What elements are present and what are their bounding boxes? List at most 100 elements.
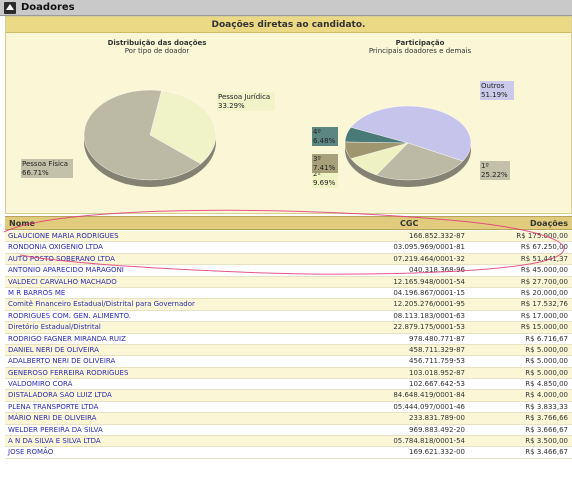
pie-0-label-1: Pessoa Física: [22, 160, 68, 168]
donor-name-link[interactable]: RODRIGO FAGNER MIRANDA RUIZ: [8, 334, 126, 343]
donor-name-link[interactable]: ADALBERTO NERI DE OLIVEIRA: [8, 357, 116, 366]
donor-name-link[interactable]: VALDOMIRO CORÁ: [8, 380, 73, 389]
donor-name-link[interactable]: MÁRIO NERI DE OLIVEIRA: [8, 414, 97, 423]
table-row[interactable]: WELDER PEREIRA DA SILVA 969.883.492-20 R$ …: [5, 424, 572, 437]
table-row[interactable]: MÁRIO NERI DE OLIVEIRA 233.831.789-00 R$ 3…: [5, 413, 572, 425]
pie-1-slice-0: [350, 105, 472, 162]
donor-name-link[interactable]: DANIEL NERI DE OLIVEIRA: [8, 345, 99, 354]
table-row[interactable]: VALDECI CARVALHO MACHADO 12.165.948/0001-…: [5, 276, 572, 288]
donor-value: R$ 3.500,00: [525, 437, 568, 446]
donor-cgc: 12.165.948/0001-54: [393, 277, 465, 286]
donor-value: R$ 3.766,66: [525, 414, 568, 423]
donor-name-link[interactable]: RODRIGUES COM. GEN. ALIMENTO.: [8, 311, 131, 320]
donor-value: R$ 5.000,00: [525, 345, 568, 354]
donor-name-link[interactable]: GLAUCIONE MARIA RODRIGUES: [8, 232, 119, 240]
donor-name-link[interactable]: M R BARROS ME: [8, 288, 66, 297]
table-row[interactable]: ADALBERTO NERI DE OLIVEIRA 456.711.759-53…: [5, 356, 572, 368]
donor-value: R$ 3.833,33: [525, 402, 568, 411]
donor-cgc: 22.879.175/0001-53: [393, 323, 465, 332]
donor-value: R$ 27.700,00: [520, 277, 568, 286]
donor-name-link[interactable]: A N DA SILVA E SILVA LTDA: [8, 437, 101, 446]
table-row[interactable]: GLAUCIONE MARIA RODRIGUES 166.852.332-87 R…: [5, 231, 572, 243]
collapse-up-button[interactable]: [4, 2, 16, 14]
donor-cgc: 458.711.329-87: [409, 345, 465, 354]
pie-0-label-bg-1: [21, 159, 73, 178]
pie-1-value-0: 51.19%: [481, 91, 508, 99]
pie-1-value-2: 9.69%: [313, 179, 336, 187]
table-header: Nome CGC Doações: [5, 216, 572, 230]
pie-1-label-bg-1: [480, 161, 510, 180]
table-row[interactable]: JOSE ROMÃO 169.621.332-00 R$ 3.466,67: [5, 447, 572, 459]
donor-cgc: 040.318.368-96: [409, 266, 465, 275]
donor-value: R$ 6.716,67: [525, 334, 568, 343]
pie-1-slice-1: [376, 142, 464, 181]
table-row[interactable]: ANTONIO APARECIDO MARAGONI 040.318.368-96…: [5, 265, 572, 277]
pie-1-label-0: Outros: [481, 82, 505, 90]
donor-name-link[interactable]: DISTALADORA SAO LUIZ LTDA: [8, 391, 112, 400]
donor-value: R$ 20.000,00: [520, 288, 568, 297]
col-header-cgc[interactable]: CGC: [400, 219, 419, 228]
arrow-up-icon: [6, 4, 14, 10]
table-row[interactable]: GENEROSO FERREIRA RODRIGUES 103.018.952-8…: [5, 367, 572, 380]
donor-name-link[interactable]: PLENA TRANSPORTE LTDA: [8, 402, 99, 411]
pie-1-value-4: 6.48%: [313, 137, 336, 145]
donor-value: R$ 45.000,00: [520, 266, 568, 275]
donor-value: R$ 4.850,00: [525, 380, 568, 389]
panel-title: Doações diretas ao candidato.: [6, 17, 571, 33]
pie-0-slice-0: [149, 90, 217, 165]
donor-name-link[interactable]: JOSE ROMÃO: [8, 448, 54, 457]
table-row[interactable]: M R BARROS ME 04.196.867/0001-15 R$ 20.000…: [5, 287, 572, 300]
table-row[interactable]: Comitê Financeiro Estadual/Distrital par…: [5, 299, 572, 311]
donor-value: R$ 4.000,00: [525, 391, 568, 400]
table-row[interactable]: RODRIGO FAGNER MIRANDA RUIZ 978.480.771-8…: [5, 333, 572, 345]
table-row[interactable]: Diretório Estadual/Distrital 22.879.175/0…: [5, 322, 572, 334]
donor-cgc: 84.648.419/0001-84: [393, 391, 465, 400]
donor-name-link[interactable]: GENEROSO FERREIRA RODRIGUES: [8, 368, 129, 377]
donor-cgc: 456.711.759-53: [409, 357, 465, 366]
pie-0-label-bg-0: [217, 92, 275, 111]
donor-name-link[interactable]: WELDER PEREIRA DA SILVA: [8, 425, 103, 434]
donor-value: R$ 17.532,76: [520, 300, 568, 309]
donor-value: R$ 3.466,67: [525, 448, 568, 457]
donor-name-link[interactable]: RONDONIA OXIGENIO LTDA: [8, 243, 103, 252]
donors-table: GLAUCIONE MARIA RODRIGUES 166.852.332-87 R…: [5, 231, 572, 459]
table-row[interactable]: PLENA TRANSPORTE LTDA 05.444.097/0001-46 R…: [5, 401, 572, 414]
donor-value: R$ 15.000,00: [520, 323, 568, 332]
col-header-name[interactable]: Nome: [9, 219, 35, 228]
donor-value: R$ 3.666,67: [525, 425, 568, 434]
pie-1-value-3: 7.41%: [313, 164, 336, 172]
donor-cgc: 05.784.818/0001-54: [393, 437, 465, 446]
table-row[interactable]: RONDONIA OXIGENIO LTDA 03.095.969/0001-81…: [5, 242, 572, 254]
donor-cgc: 103.018.952-87: [409, 368, 465, 377]
table-row[interactable]: RODRIGUES COM. GEN. ALIMENTO. 08.113.183/…: [5, 310, 572, 323]
table-row[interactable]: DANIEL NERI DE OLIVEIRA 458.711.329-87 R$ …: [5, 344, 572, 357]
table-row[interactable]: DISTALADORA SAO LUIZ LTDA 84.648.419/0001…: [5, 390, 572, 402]
pie-0-slice-1: [83, 89, 202, 181]
col-header-donations[interactable]: Doações: [530, 219, 568, 228]
donor-cgc: 07.219.464/0001-32: [393, 254, 465, 263]
left-chart-heading: Distribuição das doações Por tipo de doa…: [67, 39, 247, 55]
donor-name-link[interactable]: Diretório Estadual/Distrital: [8, 323, 101, 332]
pie-1-label-bg-0: [480, 81, 514, 100]
pie-1-value-1: 25.22%: [481, 171, 508, 179]
pie-0-value-0: 33.29%: [218, 102, 245, 110]
pie-1-rim: [345, 143, 471, 187]
donor-name-link[interactable]: AUTO POSTO SOBERANO LTDA: [8, 254, 115, 263]
donor-value: R$ 175.000,00: [516, 232, 568, 240]
table-row[interactable]: AUTO POSTO SOBERANO LTDA 07.219.464/0001-…: [5, 253, 572, 266]
right-chart-title: Participação: [395, 39, 445, 47]
donor-name-link[interactable]: VALDECI CARVALHO MACHADO: [8, 277, 117, 286]
pie-1-label-4: 4º: [313, 128, 321, 136]
donor-value: R$ 5.000,00: [525, 368, 568, 377]
table-row[interactable]: A N DA SILVA E SILVA LTDA 05.784.818/0001…: [5, 436, 572, 448]
table-row[interactable]: VALDOMIRO CORÁ 102.667.642-53 R$ 4.850,00: [5, 379, 572, 391]
pie-1-label-bg-4: [312, 127, 338, 146]
donor-name-link[interactable]: ANTONIO APARECIDO MARAGONI: [8, 266, 124, 275]
pie-1-slice-4: [344, 127, 409, 144]
donor-name-link[interactable]: Comitê Financeiro Estadual/Distrital par…: [8, 300, 195, 309]
pie-1-label-1: 1º: [481, 162, 489, 170]
pie-1-label-2: 2º: [313, 170, 321, 178]
donor-cgc: 969.883.492-20: [409, 425, 465, 434]
donor-cgc: 169.621.332-00: [409, 448, 465, 457]
